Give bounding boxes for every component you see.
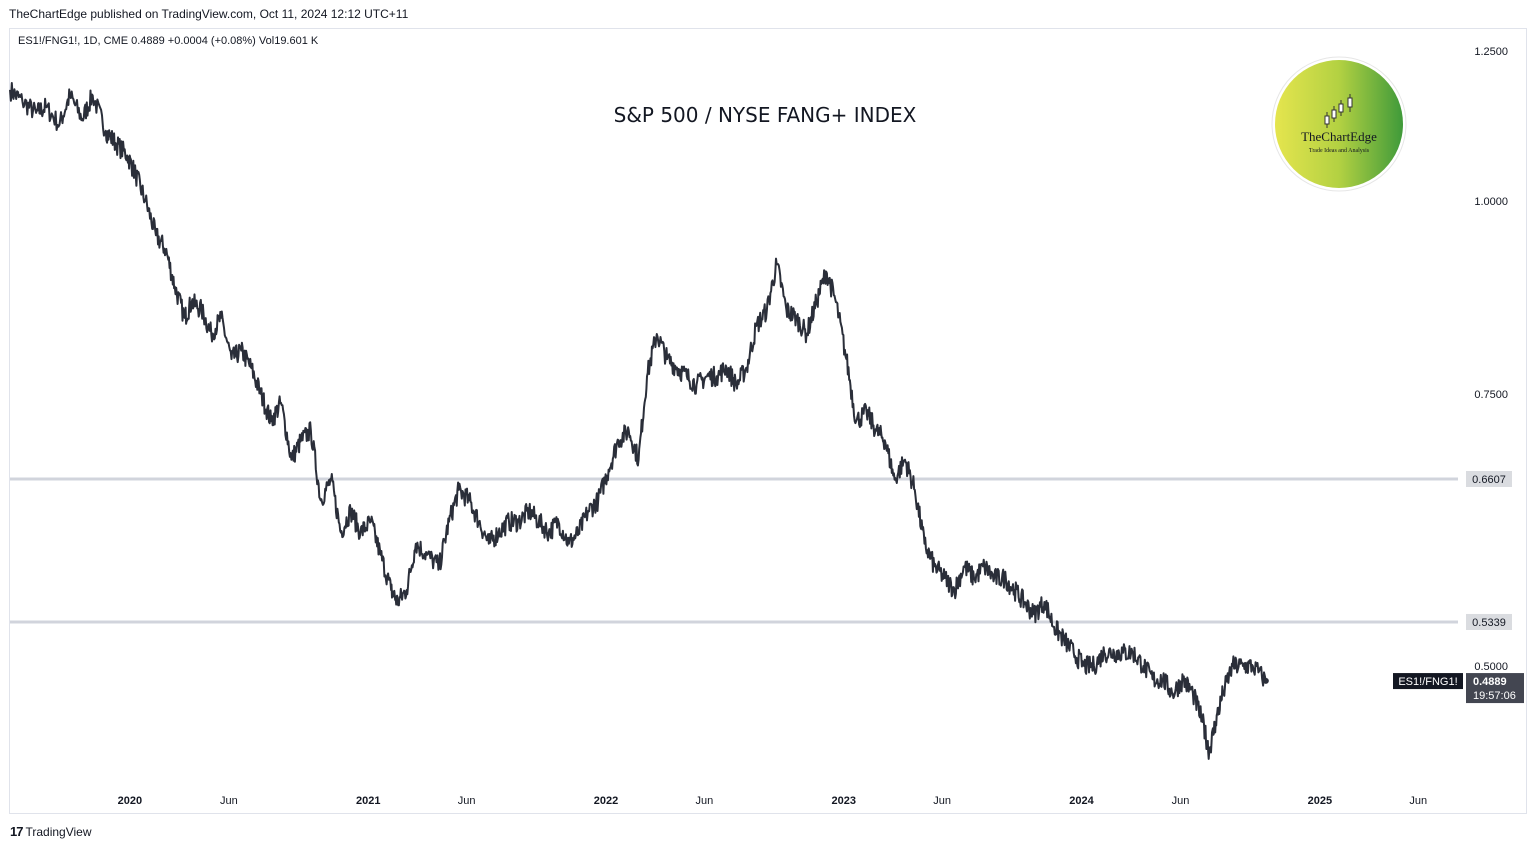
x-tick-label: 2021 [356,795,380,807]
x-tick-label: 2022 [594,795,618,807]
x-tick-label: Jun [933,795,951,807]
x-tick-label: Jun [458,795,476,807]
last-price-label: 0.4889 [1473,676,1507,688]
price-axis: 1.2500 1.0000 0.7500 0.5000 [1474,46,1508,673]
logo-tagline: Trade Ideas and Analysis [1309,148,1370,154]
candlestick-icon [1324,94,1353,128]
x-tick-label: 2020 [118,795,142,807]
x-tick-label: 2024 [1069,795,1094,807]
symbol-info: ES1!/FNG1!, 1D, CME 0.4889 +0.0004 (+0.0… [18,35,319,47]
chart-frame [9,28,1527,814]
x-tick-label: Jun [695,795,713,807]
symbol-badge-label: ES1!/FNG1! [1398,676,1457,688]
y-tick-label: 0.7500 [1474,389,1508,401]
x-tick-label: 2025 [1308,795,1332,807]
x-tick-label: 2023 [832,795,856,807]
thechartedge-logo: TheChartEdge Trade Ideas and Analysis [1271,56,1407,192]
level-label-box [1466,470,1512,487]
x-tick-label: Jun [1409,795,1427,807]
last-price-dot [1262,677,1269,684]
chart-title: S&P 500 / NYSE FANG+ INDEX [614,103,917,127]
bar-countdown-label: 19:57:06 [1473,690,1516,702]
y-tick-label: 0.5000 [1474,661,1508,673]
tradingview-logo[interactable]: 17 TradingView [10,824,92,839]
y-tick-label: 1.0000 [1474,196,1508,208]
last-price-badge: ES1!/FNG1! 0.4889 19:57:06 [1393,673,1524,704]
y-tick-label: 1.2500 [1474,46,1508,58]
horizontal-levels: 0.6607 0.5339 [10,470,1512,630]
tradingview-logo-icon: 17 [10,824,24,839]
x-tick-label: Jun [220,795,238,807]
x-tick-label: Jun [1172,795,1190,807]
symbol-badge-box [1393,673,1463,690]
level-label-box [1466,613,1512,630]
last-price-box [1466,673,1524,704]
tradingview-label: TradingView [25,825,92,839]
level-label: 0.5339 [1472,617,1506,629]
time-axis: 2020 Jun 2021 Jun 2022 Jun 2023 Jun 2024 Jun 2025 J… [118,795,1428,807]
publish-info: TheChartEdge published on TradingView.co… [9,7,409,21]
price-line [9,82,1267,760]
logo-title: TheChartEdge [1301,129,1377,144]
level-label: 0.6607 [1472,474,1506,486]
